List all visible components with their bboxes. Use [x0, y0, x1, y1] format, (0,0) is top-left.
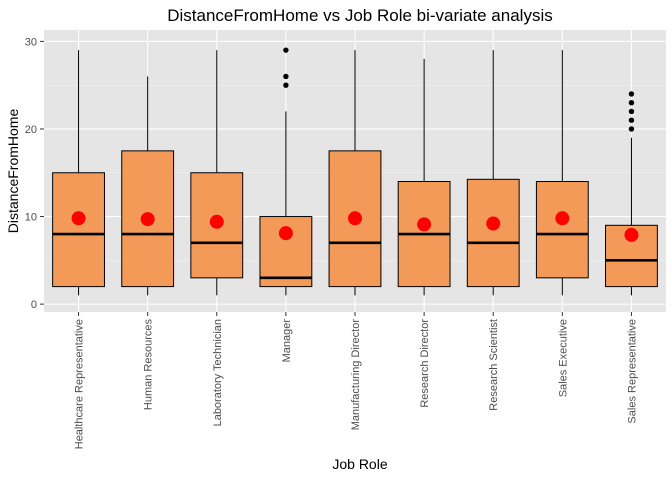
outlier-point — [628, 99, 635, 106]
x-tick-label: Sales Executive — [557, 319, 569, 397]
outlier-point — [628, 108, 635, 115]
box-group — [605, 91, 658, 296]
y-tick-label: 0 — [31, 299, 37, 311]
box-layer — [52, 47, 658, 296]
mean-point — [417, 217, 432, 232]
y-tick-label: 20 — [25, 124, 37, 136]
mean-point — [71, 211, 86, 226]
outlier-point — [628, 117, 635, 123]
mean-point — [486, 216, 501, 231]
mean-point — [140, 212, 155, 227]
x-tick-label: Healthcare Representative — [74, 319, 86, 449]
box-group — [52, 50, 105, 296]
box-group — [328, 50, 382, 296]
x-tick-label: Research Scientist — [488, 319, 500, 411]
iqr-box — [535, 181, 589, 279]
axis-layer: 0 10 20 30 Healthcare Representative Human Re… — [25, 36, 639, 449]
x-tick-label: Human Resources — [143, 319, 155, 411]
mean-point — [209, 214, 224, 229]
box-group — [397, 58, 451, 296]
chart-title: DistanceFromHome vs Job Role bi-variate … — [167, 6, 552, 25]
outlier-point — [283, 73, 289, 80]
box-group — [121, 76, 175, 296]
y-tick-label: 30 — [25, 36, 37, 48]
y-axis-title: DistanceFromHome — [5, 109, 21, 234]
x-tick-label: Research Director — [419, 319, 431, 408]
x-axis-title: Job Role — [332, 456, 387, 472]
mean-point — [624, 227, 639, 242]
box-group — [259, 47, 313, 296]
box-group — [190, 50, 244, 296]
mean-point — [348, 211, 362, 226]
box-group — [466, 50, 520, 296]
y-tick-label: 10 — [25, 212, 37, 224]
x-tick-label: Manager — [281, 319, 293, 363]
box-group — [535, 50, 589, 296]
iqr-box — [466, 178, 520, 288]
outlier-point — [283, 82, 289, 88]
mean-point — [555, 211, 570, 226]
outlier-point — [628, 126, 635, 132]
x-tick-label: Sales Representative — [626, 319, 638, 424]
x-tick-label: Laboratory Technician — [212, 319, 224, 426]
mean-point — [278, 226, 293, 241]
outlier-point — [628, 91, 635, 97]
iqr-box — [52, 172, 105, 288]
x-tick-label: Manufacturing Director — [350, 319, 362, 431]
outlier-point — [283, 47, 289, 53]
